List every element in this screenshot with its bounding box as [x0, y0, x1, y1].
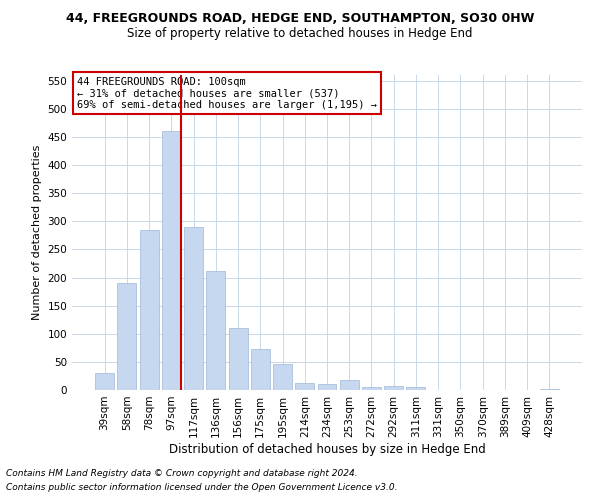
- Bar: [384, 386, 403, 390]
- Text: Size of property relative to detached houses in Hedge End: Size of property relative to detached ho…: [127, 28, 473, 40]
- Bar: [273, 364, 292, 390]
- Bar: [362, 387, 381, 390]
- Text: 44, FREEGROUNDS ROAD, HEDGE END, SOUTHAMPTON, SO30 0HW: 44, FREEGROUNDS ROAD, HEDGE END, SOUTHAM…: [66, 12, 534, 26]
- Bar: [118, 283, 136, 390]
- Bar: [251, 349, 270, 390]
- Bar: [317, 384, 337, 390]
- Bar: [184, 227, 203, 390]
- Text: Contains public sector information licensed under the Open Government Licence v3: Contains public sector information licen…: [6, 484, 398, 492]
- Bar: [295, 383, 314, 390]
- Bar: [206, 271, 225, 390]
- X-axis label: Distribution of detached houses by size in Hedge End: Distribution of detached houses by size …: [169, 442, 485, 456]
- Y-axis label: Number of detached properties: Number of detached properties: [32, 145, 42, 320]
- Bar: [406, 387, 425, 390]
- Bar: [95, 373, 114, 390]
- Text: 44 FREEGROUNDS ROAD: 100sqm
← 31% of detached houses are smaller (537)
69% of se: 44 FREEGROUNDS ROAD: 100sqm ← 31% of det…: [77, 76, 377, 110]
- Bar: [340, 380, 359, 390]
- Bar: [229, 328, 248, 390]
- Bar: [540, 389, 559, 390]
- Bar: [140, 230, 158, 390]
- Bar: [162, 131, 181, 390]
- Text: Contains HM Land Registry data © Crown copyright and database right 2024.: Contains HM Land Registry data © Crown c…: [6, 468, 358, 477]
